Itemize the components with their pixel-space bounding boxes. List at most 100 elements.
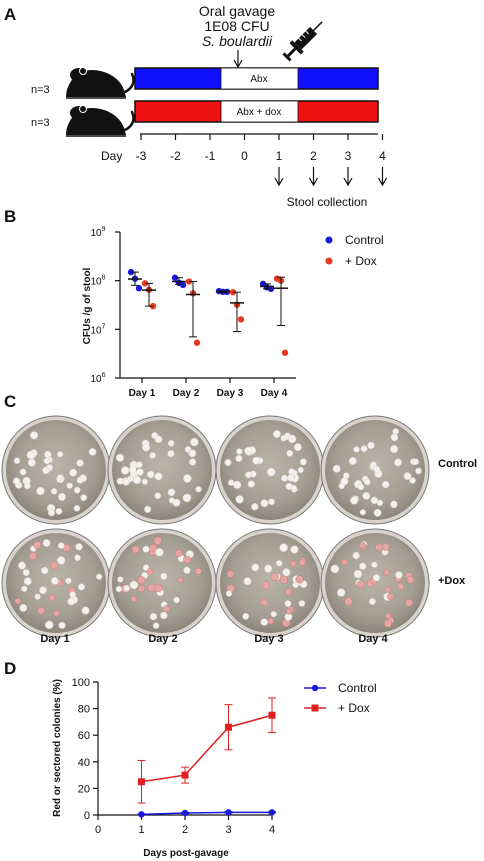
- colony: [154, 472, 163, 481]
- colony: [81, 606, 90, 615]
- panel-b-point: [135, 285, 143, 292]
- colony: [287, 434, 297, 444]
- colony: [356, 580, 365, 589]
- colony: [284, 600, 292, 607]
- panel-b-label: B: [4, 207, 16, 226]
- col-label-day-3: Day 3: [254, 633, 283, 645]
- colony: [383, 619, 392, 628]
- colony: [132, 475, 142, 485]
- panel-d-axes: [97, 682, 272, 816]
- colony: [252, 456, 261, 465]
- panel-d-xtick-label: 0: [95, 824, 101, 836]
- colony: [43, 457, 50, 465]
- colony: [395, 571, 403, 579]
- colony: [131, 545, 140, 554]
- colony: [19, 603, 28, 612]
- colony: [287, 474, 295, 482]
- colony: [412, 458, 420, 465]
- group-1-label: Abx: [250, 74, 267, 85]
- panel-d-legend-marker: [311, 704, 319, 712]
- colony: [55, 507, 63, 515]
- colony: [34, 593, 41, 600]
- panel-d-ytick-label: 80: [78, 704, 90, 716]
- colony: [251, 503, 259, 511]
- colony: [373, 465, 381, 473]
- panel-d-point: [225, 809, 232, 816]
- colony: [51, 577, 59, 585]
- colony: [330, 564, 340, 574]
- colony: [65, 577, 72, 584]
- colony: [264, 564, 273, 573]
- panel-d-label: D: [4, 659, 16, 678]
- colony: [57, 542, 65, 549]
- colony: [69, 468, 77, 477]
- panel-b-ytick-exp: 8: [102, 275, 106, 282]
- colony: [288, 468, 296, 476]
- panel-d-xlabel: Days post-gavage: [143, 848, 229, 859]
- panel-d-xtick-label: 2: [182, 824, 188, 836]
- panel-b-point: [193, 339, 201, 346]
- colony: [360, 445, 368, 453]
- panel-d-point: [268, 711, 276, 719]
- colony: [75, 543, 83, 551]
- colony: [405, 598, 413, 607]
- colony: [268, 498, 275, 506]
- colony: [260, 598, 269, 606]
- colony: [242, 613, 250, 620]
- colony: [281, 474, 288, 482]
- panel-a: A Oral gavage 1E08 CFU S. boulardii n=3: [4, 3, 388, 209]
- colony: [373, 508, 382, 517]
- colony: [403, 472, 412, 480]
- colony: [381, 543, 390, 551]
- colony: [226, 570, 235, 578]
- colony: [293, 443, 302, 452]
- colony: [153, 536, 162, 545]
- colony: [390, 433, 399, 442]
- colony: [42, 539, 51, 547]
- colony: [128, 465, 137, 474]
- colony: [48, 509, 55, 517]
- colony: [267, 618, 274, 625]
- colony: [244, 446, 253, 455]
- colony: [190, 437, 199, 447]
- group-2-label: Abx + dox: [237, 107, 282, 118]
- colony: [362, 492, 371, 500]
- colony: [149, 452, 156, 459]
- panel-b-ylabel: CFUs /g of stool: [82, 267, 93, 344]
- colony: [387, 593, 394, 601]
- day-tick-label: 4: [379, 149, 386, 163]
- day-tick-label: 3: [345, 149, 352, 163]
- mouse-icon-1: [66, 67, 135, 99]
- col-label-day-2: Day 2: [148, 633, 177, 645]
- panel-b-legend: Control + Dox: [325, 233, 384, 268]
- colony: [48, 594, 56, 602]
- colony: [382, 480, 390, 489]
- panel-d-legend-marker: [311, 684, 319, 692]
- panel-b-xticks: Day 1 Day 2 Day 3 Day 4: [129, 378, 288, 399]
- colony: [33, 541, 42, 549]
- gavage-line-1: Oral gavage: [199, 3, 275, 19]
- colony: [76, 476, 84, 484]
- colony: [336, 588, 346, 597]
- day-ticks: -3 -2 -1 0 1 2 3 4: [136, 134, 386, 163]
- colony: [353, 569, 363, 579]
- panel-c-label: C: [4, 392, 16, 411]
- colony: [44, 450, 52, 459]
- panel-d-marks: [137, 697, 276, 818]
- colony: [282, 568, 291, 577]
- colony: [359, 509, 366, 516]
- colony: [57, 451, 64, 458]
- panel-d-xtick-label: 4: [269, 824, 275, 836]
- panel-b-legend-marker: [325, 236, 333, 244]
- colony: [28, 552, 37, 560]
- colony: [30, 431, 39, 440]
- panel-d-point: [181, 809, 189, 817]
- panel-b-legend-label: Control: [345, 233, 384, 247]
- colony: [74, 486, 81, 494]
- colony: [167, 439, 175, 447]
- colony: [138, 584, 146, 592]
- colony: [279, 575, 288, 584]
- colony: [233, 480, 242, 489]
- colony: [142, 564, 150, 571]
- panel-d-point: [225, 723, 232, 731]
